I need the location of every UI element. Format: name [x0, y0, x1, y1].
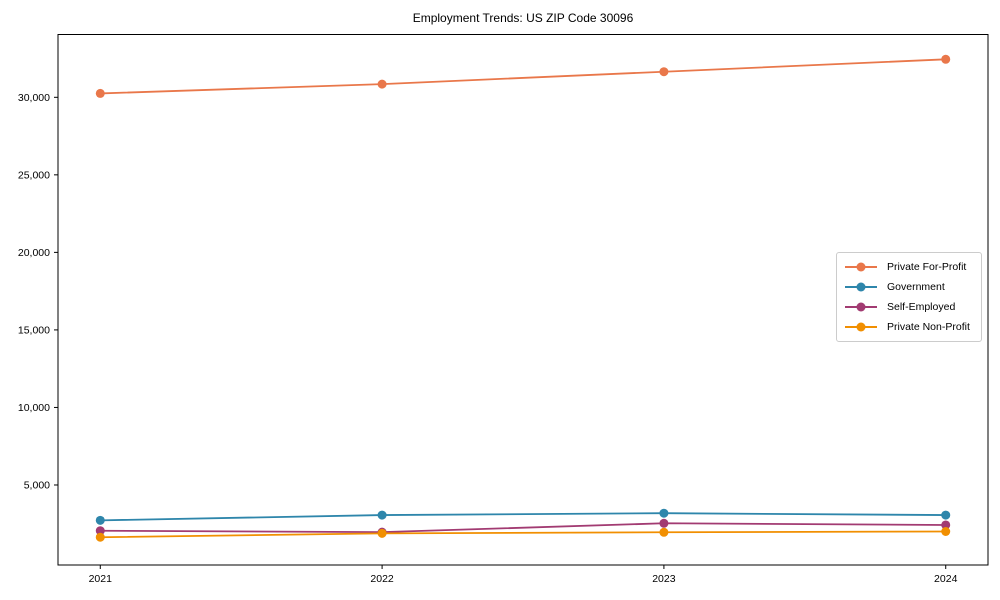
legend: Private For-Profit Government Self-Emplo…	[836, 252, 982, 342]
legend-entry-private-for-profit: Private For-Profit	[845, 257, 973, 277]
legend-label-self-employed: Self-Employed	[887, 301, 956, 313]
legend-entry-self-employed: Self-Employed	[845, 297, 973, 317]
svg-text:2023: 2023	[652, 573, 676, 585]
svg-text:30,000: 30,000	[18, 92, 50, 104]
legend-marker-private-non-profit-icon	[845, 322, 877, 333]
svg-text:2021: 2021	[89, 573, 113, 585]
legend-entry-private-non-profit: Private Non-Profit	[845, 317, 973, 337]
chart-title: Employment Trends: US ZIP Code 30096	[412, 11, 634, 25]
svg-text:2024: 2024	[934, 573, 958, 585]
legend-label-private-for-profit: Private For-Profit	[887, 261, 967, 273]
svg-text:2022: 2022	[370, 573, 394, 585]
legend-marker-government-icon	[845, 282, 877, 293]
legend-marker-private-for-profit-icon	[845, 262, 877, 273]
svg-text:10,000: 10,000	[18, 402, 50, 414]
legend-label-private-non-profit: Private Non-Profit	[887, 321, 970, 333]
svg-text:25,000: 25,000	[18, 169, 50, 181]
svg-text:15,000: 15,000	[18, 324, 50, 336]
legend-label-government: Government	[887, 281, 945, 293]
legend-marker-self-employed-icon	[845, 302, 877, 313]
legend-entry-government: Government	[845, 277, 973, 297]
svg-text:5,000: 5,000	[24, 479, 50, 491]
svg-text:20,000: 20,000	[18, 247, 50, 259]
